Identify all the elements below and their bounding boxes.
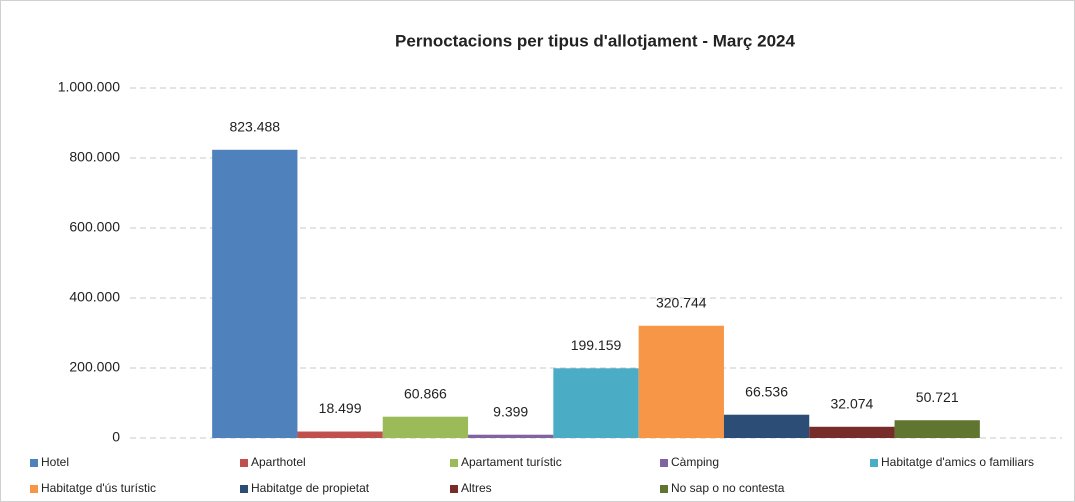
legend-swatch [660, 485, 668, 493]
legend-label: Càmping [671, 455, 719, 469]
legend-label: Habitatge d'amics o familiars [881, 455, 1034, 469]
legend-label: Altres [461, 481, 492, 495]
legend-label: Apartament turístic [461, 455, 562, 469]
y-tick-label: 400.000 [69, 289, 120, 305]
value-label: 66.536 [745, 383, 788, 399]
legend-swatch [240, 459, 248, 467]
legend-swatch [240, 485, 248, 493]
bar [894, 420, 980, 438]
legend-swatch [660, 459, 668, 467]
legend-swatch [30, 459, 38, 467]
legend-label: Aparthotel [251, 455, 306, 469]
legend-label: Habitatge d'ús turístic [41, 481, 156, 495]
value-label: 823.488 [229, 118, 280, 134]
bar [809, 426, 895, 438]
bar [723, 414, 810, 438]
value-label: 60.866 [404, 385, 447, 401]
value-label: 320.744 [656, 294, 707, 310]
legend-swatch [450, 459, 458, 467]
bar [468, 434, 554, 438]
legend-label: Hotel [41, 455, 69, 469]
bar [212, 149, 298, 438]
value-label: 199.159 [571, 337, 622, 353]
y-tick-label: 200.000 [69, 359, 120, 375]
chart-title: Pernoctacions per tipus d'allotjament - … [395, 31, 795, 50]
legend-swatch [450, 485, 458, 493]
y-tick-label: 800.000 [69, 149, 120, 165]
value-label: 9.399 [493, 403, 528, 419]
value-label: 32.074 [830, 395, 873, 411]
legend-swatch [30, 485, 38, 493]
value-label: 50.721 [916, 389, 959, 405]
bar [297, 431, 383, 438]
bar [553, 368, 639, 438]
legend-swatch [870, 459, 878, 467]
value-label: 18.499 [319, 400, 362, 416]
y-tick-label: 1.000.000 [58, 79, 120, 95]
y-tick-label: 0 [112, 429, 120, 445]
bar [638, 325, 724, 438]
bar [382, 416, 469, 438]
legend-label: Habitatge de propietat [251, 481, 370, 495]
legend-label: No sap o no contesta [671, 481, 785, 495]
y-tick-label: 600.000 [69, 219, 120, 235]
